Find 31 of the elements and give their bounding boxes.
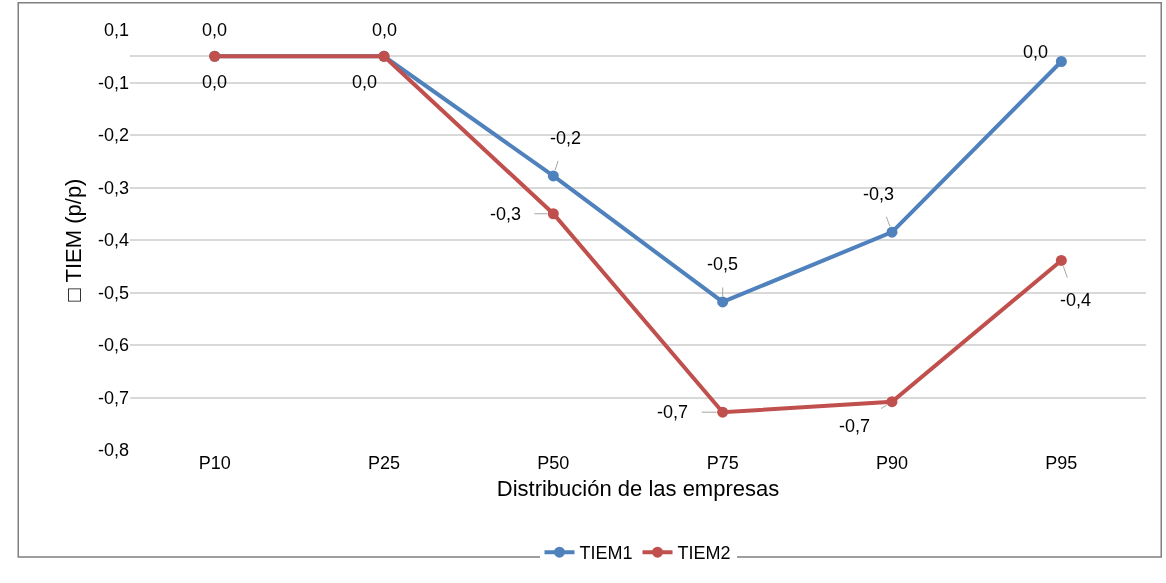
- data-label: -0,4: [1060, 290, 1092, 310]
- legend-label: TIEM1: [579, 543, 633, 564]
- x-tick-label: P25: [367, 453, 401, 473]
- x-tick-label: P50: [537, 453, 570, 473]
- data-label: -0,3: [863, 184, 895, 204]
- x-tick-label: P75: [706, 453, 739, 473]
- y-tick-label: -0,5: [97, 282, 129, 303]
- data-label: 0,0: [202, 72, 228, 92]
- x-tick-label: P95: [1045, 453, 1078, 473]
- legend-label: TIEM2: [677, 543, 731, 564]
- x-tick-label: P10: [198, 453, 231, 473]
- data-label: -0,7: [657, 402, 689, 422]
- data-label: 0,0: [372, 20, 398, 40]
- data-label: -0,7: [839, 416, 871, 436]
- x-axis-title: Distribución de las empresas: [496, 475, 780, 501]
- y-tick-label: -0,6: [97, 335, 129, 356]
- y-tick-label: -0,8: [97, 440, 129, 461]
- y-axis-title: □ TIEM (p/p): [60, 178, 86, 302]
- y-tick-label: -0,3: [97, 177, 129, 198]
- data-label: 0,0: [352, 72, 378, 92]
- y-tick-label: -0,2: [97, 125, 129, 146]
- x-tick-label: P90: [875, 453, 909, 473]
- y-tick-label: -0,1: [97, 72, 129, 93]
- data-label: 0,0: [202, 20, 228, 40]
- y-tick-label: -0,4: [97, 230, 129, 251]
- data-label: 0,0: [1023, 42, 1049, 62]
- data-label: -0,5: [707, 254, 739, 274]
- data-label: -0,3: [490, 204, 522, 224]
- data-label: -0,2: [550, 128, 582, 148]
- y-tick-label: -0,7: [97, 387, 129, 408]
- y-tick-label: 0,1: [103, 20, 129, 41]
